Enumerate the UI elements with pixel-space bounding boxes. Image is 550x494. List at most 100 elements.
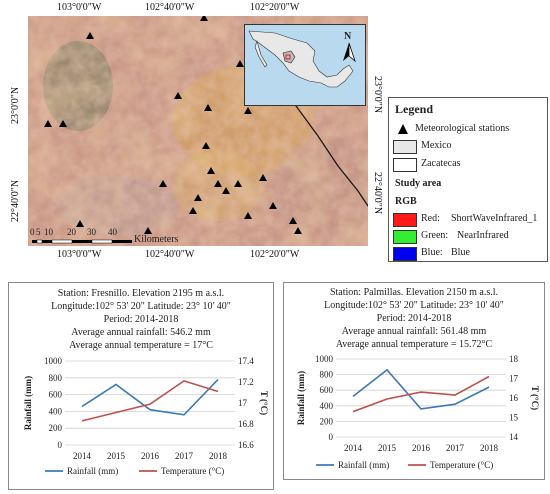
mexico-inset-map: N — [244, 24, 366, 106]
legend-entry: Rainfall (mm) — [338, 460, 389, 470]
x-tick-label: 2018 — [480, 443, 499, 453]
station-info-line-4: Average annual rainfall: 546.2 mm — [71, 327, 211, 338]
y2-tick-label: 15 — [509, 413, 519, 423]
y-axis-label: Rainfall (mm) — [296, 371, 306, 425]
coord-top-103w: 103°0'0"W — [57, 2, 102, 13]
legend-study-area: Study area — [395, 178, 442, 189]
station-marker — [204, 104, 212, 111]
y2-tick-label: 16 — [509, 393, 519, 403]
y2-tick-label: 16.6 — [238, 440, 254, 450]
coord-top-102-40w: 102°40'0"W — [145, 2, 195, 13]
mexico-swatch — [393, 140, 417, 154]
y2-tick-label: 17.4 — [238, 356, 254, 366]
station-marker — [194, 194, 202, 201]
y2-tick-label: 17 — [509, 374, 519, 384]
x-tick-label: 2017 — [446, 443, 465, 453]
station-marker — [244, 107, 252, 114]
scale-tick-10: 10 — [44, 227, 53, 237]
legend-red-label: Red: — [421, 213, 440, 224]
x-tick-label: 2015 — [107, 451, 126, 461]
zacatecas-shape — [282, 50, 296, 64]
scale-tick-20: 20 — [67, 227, 76, 237]
station-info-line-5: Average annual temperature = 15.72°C — [335, 339, 493, 350]
y-tick-label: 800 — [320, 370, 334, 380]
station-marker — [44, 120, 52, 127]
green-swatch — [393, 230, 417, 244]
legend-entry: Temperature (°C) — [161, 466, 224, 476]
y2-tick-label: 18 — [509, 354, 519, 364]
y-tick-label: 1000 — [315, 354, 334, 364]
coord-bottom-102-20w: 102°20'0"W — [250, 249, 300, 260]
palmillas-chart-panel: Station: Palmillas. Elevation 2150 m a.s… — [283, 282, 545, 480]
station-marker — [214, 180, 222, 187]
y2-tick-label: 16.8 — [238, 419, 254, 429]
coord-bottom-102-40w: 102°40'0"W — [145, 249, 195, 260]
station-marker — [189, 207, 197, 214]
station-marker — [174, 92, 182, 99]
x-tick-label: 2014 — [344, 443, 363, 453]
red-swatch — [393, 213, 417, 227]
palmillas-line-chart: 0 200 400 600 800 1000 14 15 16 17 18 2014 2015 2016 2… — [296, 354, 540, 470]
scale-tick-5: 5 — [36, 227, 41, 237]
legend-red-value: ShortWaveInfrared_1 — [451, 213, 538, 224]
x-tick-label: 2018 — [209, 451, 228, 461]
north-label: N — [344, 31, 352, 42]
y-tick-label: 600 — [320, 385, 334, 395]
series-line-temperature — [81, 380, 219, 422]
legend-blue-value: Blue — [451, 247, 470, 258]
y-tick-label: 200 — [320, 416, 334, 426]
scale-bar: 0 5 10 20 30 40 Kilometers — [30, 227, 220, 246]
station-marker — [202, 142, 210, 149]
legend-rgb: RGB — [395, 196, 417, 207]
station-marker — [76, 220, 84, 227]
station-marker — [207, 167, 215, 174]
legend-entry: Rainfall (mm) — [67, 466, 118, 476]
north-arrow: N — [339, 31, 359, 63]
legend-stations-label: Meteorological stations — [415, 123, 510, 134]
y-axis-label: Rainfall (mm) — [23, 376, 33, 430]
y2-axis-label: T (°C) — [530, 386, 540, 410]
x-tick-label: 2014 — [73, 451, 92, 461]
station-marker — [269, 202, 277, 209]
station-info-line-5: Average annual temperature = 17°C — [69, 340, 213, 351]
station-info-line-3: Period: 2014-2018 — [103, 314, 179, 325]
station-marker — [259, 174, 267, 181]
x-tick-label: 2015 — [378, 443, 397, 453]
y-tick-label: 400 — [320, 401, 334, 411]
y-tick-label: 800 — [49, 373, 63, 383]
legend-green-value: NearInfrared — [457, 230, 509, 241]
station-marker — [222, 187, 230, 194]
series-line-rainfall — [352, 368, 490, 410]
legend-mexico-label: Mexico — [421, 140, 452, 151]
y2-tick-label: 14 — [509, 432, 519, 442]
y-tick-label: 400 — [49, 406, 63, 416]
legend-zacatecas-label: Zacatecas — [421, 158, 461, 169]
station-info-line-1: Station: Palmillas. Elevation 2150 m a.s… — [329, 287, 499, 298]
station-info-line-4: Average annual rainfall: 561.48 mm — [341, 326, 487, 337]
coord-right-22-40n: 22°40'0"N — [372, 172, 383, 215]
scale-tick-40: 40 — [108, 227, 117, 237]
coord-left-22-40n: 22°40'0"N — [10, 179, 21, 222]
y-tick-label: 1000 — [44, 356, 63, 366]
y2-axis-label: T (°C) — [259, 391, 269, 415]
station-info-line-2: Longitude:102° 53' 20" Latitude: 23° 10'… — [324, 300, 504, 311]
station-marker — [159, 180, 167, 187]
x-tick-label: 2017 — [175, 451, 194, 461]
fresnillo-chart-panel: Station: Fresnillo. Elevation 2195 m a.s… — [8, 282, 274, 490]
legend-entry: Temperature (°C) — [430, 460, 493, 470]
station-marker — [200, 16, 208, 21]
station-info-line-3: Period: 2014-2018 — [376, 313, 452, 324]
x-tick-label: 2016 — [412, 443, 431, 453]
x-tick-label: 2016 — [141, 451, 160, 461]
legend-title: Legend — [395, 102, 434, 116]
coord-right-23n: 23°0'0"N — [372, 76, 383, 114]
y-tick-label: 600 — [49, 390, 63, 400]
mexico-shape — [248, 30, 354, 88]
station-marker — [144, 227, 152, 234]
study-area-map: N 0 5 10 20 30 40 Kilometers — [28, 16, 368, 246]
station-info-line-1: Station: Fresnillo. Elevation 2195 m a.s… — [57, 288, 225, 299]
scale-unit: Kilometers — [134, 234, 179, 245]
station-marker — [59, 120, 67, 127]
y2-tick-label: 17.2 — [238, 377, 254, 387]
series-line-temperature — [352, 375, 490, 413]
